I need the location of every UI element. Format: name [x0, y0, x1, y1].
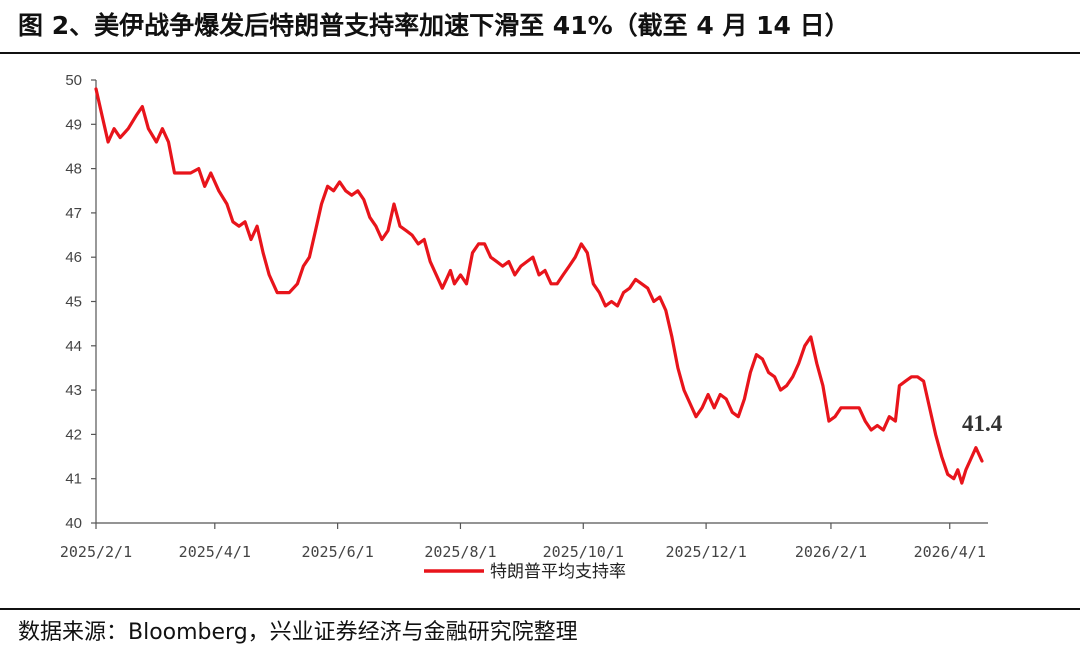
x-tick-label: 2025/8/1 [424, 543, 496, 561]
y-tick-label: 42 [65, 426, 82, 443]
series-line-approval [94, 87, 984, 485]
legend-label: 特朗普平均支持率 [490, 562, 626, 582]
x-tick-label: 2025/6/1 [302, 543, 374, 561]
legend: 特朗普平均支持率 [424, 562, 626, 582]
y-tick-label: 45 [65, 294, 82, 311]
figure-title: 图 2、美伊战争爆发后特朗普支持率加速下滑至 41%（截至 4 月 14 日） [18, 11, 850, 40]
y-tick-label: 41 [65, 471, 82, 488]
x-tick-label: 2025/2/1 [60, 543, 132, 561]
x-tick-label: 2025/12/1 [665, 543, 746, 561]
y-tick-label: 46 [65, 249, 82, 266]
y-tick-label: 50 [65, 72, 82, 89]
x-axis: 2025/2/1 2025/4/1 2025/6/1 2025/8/1 2025/10/… [60, 522, 988, 561]
x-tick-label: 2026/2/1 [795, 543, 867, 561]
y-tick-label: 43 [65, 382, 82, 399]
series-layer [94, 87, 984, 485]
y-tick-label: 40 [65, 515, 82, 532]
y-tick-label: 49 [65, 116, 82, 133]
y-tick-label: 47 [65, 205, 82, 222]
y-tick-label: 48 [65, 161, 82, 178]
x-tick-label: 2026/4/1 [914, 543, 986, 561]
x-tick-label: 2025/10/1 [543, 543, 624, 561]
x-tick-label: 2025/4/1 [179, 543, 251, 561]
end-value-label: 41.4 [962, 411, 1003, 436]
source-rule [0, 608, 1080, 610]
source-note: 数据来源：Bloomberg，兴业证券经济与金融研究院整理 [18, 620, 578, 645]
y-tick-label: 44 [65, 338, 82, 355]
y-axis: 40 41 42 43 44 45 46 47 48 49 50 [65, 72, 97, 532]
title-rule [0, 52, 1080, 54]
